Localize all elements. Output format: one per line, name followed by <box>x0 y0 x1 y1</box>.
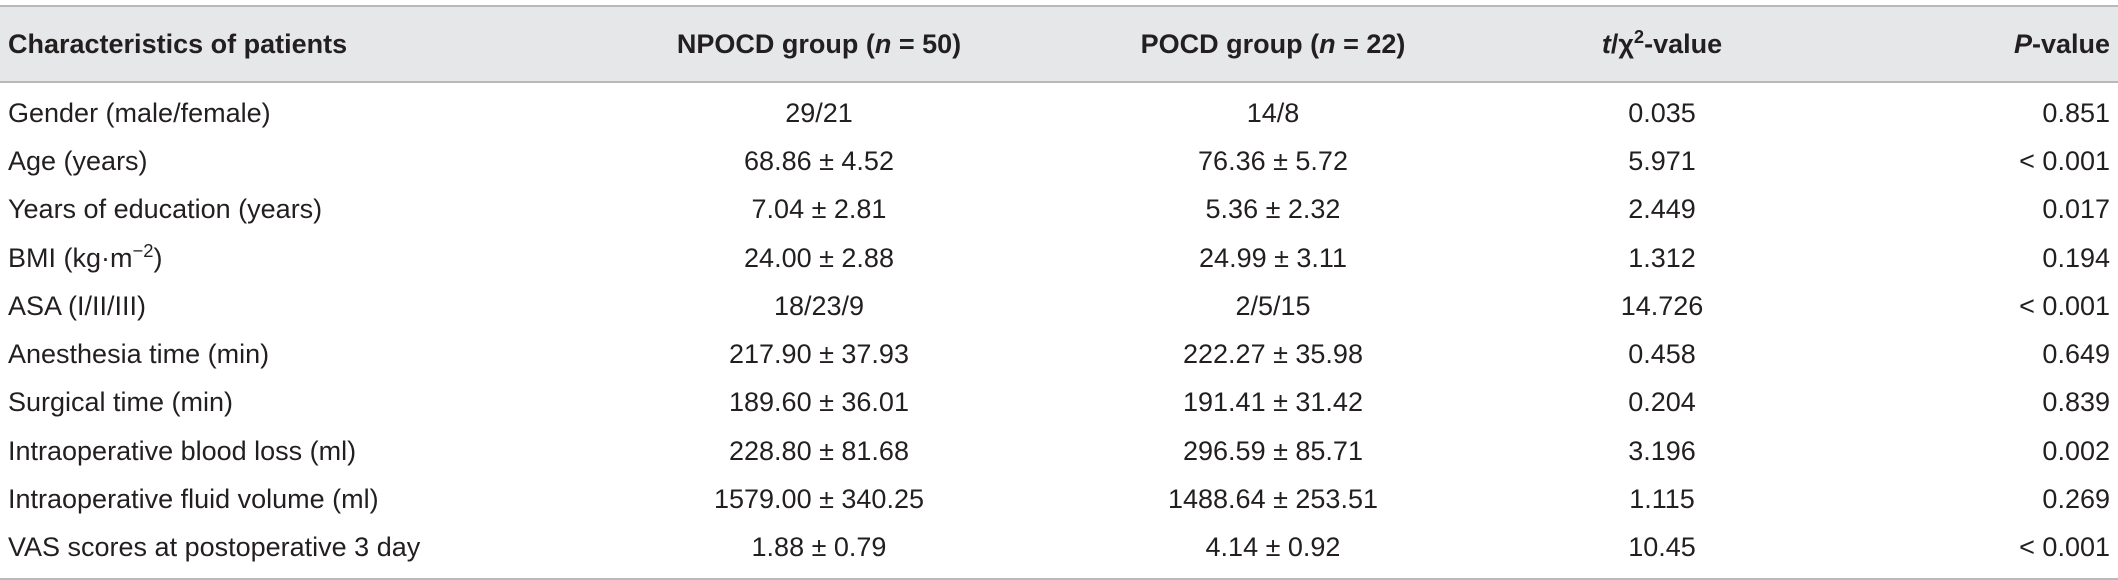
npocd-value: 18/23/9 <box>773 290 865 321</box>
npocd-value: 24.00 ± 2.88 <box>744 242 894 273</box>
row-label: Surgical time (min) <box>8 387 234 418</box>
table-body: Gender (male/female) 29/21 14/8 0.035 0.… <box>0 82 2118 580</box>
table-row: Intraoperative blood loss (ml) 228.80 ± … <box>0 427 2118 475</box>
statistic-value: 1.115 <box>1629 484 1695 515</box>
pocd-value: 2/5/15 <box>1235 290 1311 321</box>
statistic-value: 0.458 <box>1628 339 1696 370</box>
npocd-value: 189.60 ± 36.01 <box>729 387 909 418</box>
npocd-value: 68.86 ± 4.52 <box>744 145 894 176</box>
statistic-value: 1.312 <box>1628 242 1696 273</box>
table-header: Characteristics of patients NPOCD group … <box>0 5 2118 83</box>
table-row: Gender (male/female) 29/21 14/8 0.035 0.… <box>0 82 2118 137</box>
p-value: 0.017 <box>2042 194 2110 225</box>
pocd-value: 191.41 ± 31.42 <box>1183 387 1363 418</box>
row-label: Intraoperative fluid volume (ml) <box>8 484 379 515</box>
header-row: Characteristics of patients NPOCD group … <box>0 5 2118 83</box>
row-label: ASA (I/II/III) <box>8 290 147 321</box>
row-label: BMI (kg·m−2) <box>8 239 163 273</box>
row-label: Anesthesia time (min) <box>8 339 270 370</box>
header-npocd-group: NPOCD group (n = 50) <box>590 5 1048 83</box>
table-row: Intraoperative fluid volume (ml) 1579.00… <box>0 475 2118 523</box>
p-value: 0.649 <box>2042 339 2110 370</box>
p-value: 0.269 <box>2042 484 2110 515</box>
npocd-value: 228.80 ± 81.68 <box>729 435 909 466</box>
pocd-value: 5.36 ± 2.32 <box>1205 194 1341 225</box>
table-row: Years of education (years) 7.04 ± 2.81 5… <box>0 186 2118 234</box>
row-label: Years of education (years) <box>8 194 323 225</box>
statistic-value: 0.204 <box>1628 387 1696 418</box>
p-value: 0.194 <box>2042 242 2110 273</box>
header-characteristics: Characteristics of patients <box>0 5 590 83</box>
p-value: < 0.001 <box>2019 145 2110 176</box>
row-label: Age (years) <box>8 145 148 176</box>
pocd-value: 1488.64 ± 253.51 <box>1167 484 1378 515</box>
header-pocd-group: POCD group (n = 22) <box>1048 5 1498 83</box>
statistic-value: 14.726 <box>1620 290 1704 321</box>
pocd-value: 222.27 ± 35.98 <box>1183 339 1363 370</box>
npocd-value: 7.04 ± 2.81 <box>751 194 887 225</box>
header-p-value: P-value <box>1826 5 2118 83</box>
table-row: Surgical time (min) 189.60 ± 36.01 191.4… <box>0 379 2118 427</box>
row-label: Gender (male/female) <box>8 97 271 128</box>
statistic-value: 0.035 <box>1628 97 1696 128</box>
table-row: Anesthesia time (min) 217.90 ± 37.93 222… <box>0 330 2118 378</box>
pocd-value: 76.36 ± 5.72 <box>1198 145 1348 176</box>
pocd-value: 24.99 ± 3.11 <box>1199 242 1347 273</box>
row-label: Intraoperative blood loss (ml) <box>8 435 357 466</box>
pocd-value: 296.59 ± 85.71 <box>1183 435 1363 466</box>
table-row: Age (years) 68.86 ± 4.52 76.36 ± 5.72 5.… <box>0 137 2118 185</box>
npocd-value: 1.88 ± 0.79 <box>590 523 1048 580</box>
npocd-value: 1579.00 ± 340.25 <box>713 484 924 515</box>
p-value: 0.851 <box>2042 97 2110 128</box>
table-row: ASA (I/II/III) 18/23/9 2/5/15 14.726 < 0… <box>0 282 2118 330</box>
pocd-value: 14/8 <box>1246 97 1300 128</box>
statistic-value: 3.196 <box>1628 435 1696 466</box>
patient-characteristics-table: Characteristics of patients NPOCD group … <box>0 5 2118 580</box>
p-value: < 0.001 <box>2019 290 2110 321</box>
statistic-value: 2.449 <box>1628 194 1696 225</box>
table-row: BMI (kg·m−2) 24.00 ± 2.88 24.99 ± 3.11 1… <box>0 234 2118 282</box>
table-row: VAS scores at postoperative 3 day 1.88 ±… <box>0 523 2118 580</box>
header-statistic-value: t/χ2-value <box>1498 5 1826 83</box>
npocd-value: 217.90 ± 37.93 <box>729 339 909 370</box>
pocd-value: 4.14 ± 0.92 <box>1048 523 1498 580</box>
row-label: VAS scores at postoperative 3 day <box>0 523 590 580</box>
p-value: 0.839 <box>2042 387 2110 418</box>
p-value: 0.002 <box>2042 435 2110 466</box>
statistic-value: 10.45 <box>1498 523 1826 580</box>
statistic-value: 5.971 <box>1628 145 1696 176</box>
npocd-value: 29/21 <box>785 97 853 128</box>
p-value: < 0.001 <box>1826 523 2118 580</box>
